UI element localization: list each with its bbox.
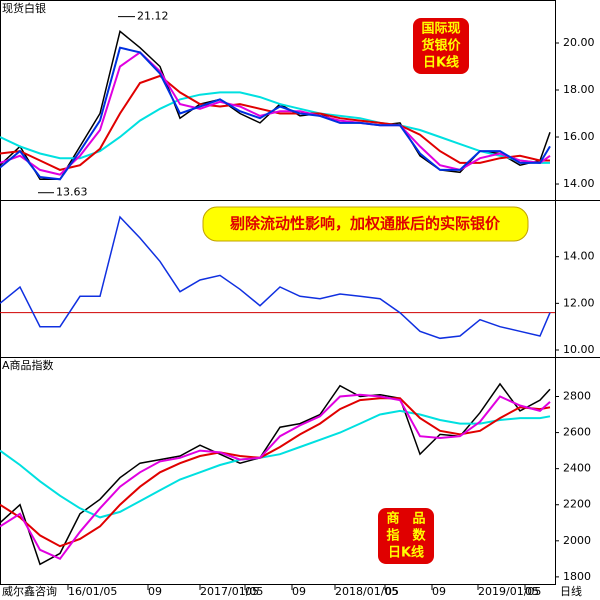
- annotation-text: 剔除流动性影响，加权通胀后的实际银价: [229, 215, 501, 233]
- y-tick-label: 10.00: [563, 343, 595, 356]
- annotation-text: 货银价: [421, 38, 461, 54]
- series-line: [0, 215, 551, 340]
- y-tick-label: 2000: [563, 534, 591, 547]
- frame: [0, 0, 556, 585]
- x-tick-label: 05: [245, 585, 259, 598]
- y-tick-label: 18.00: [563, 83, 595, 96]
- x-tick-label: 09: [432, 585, 446, 598]
- y-tick-label: 14.00: [563, 177, 595, 190]
- series-line: [0, 382, 551, 566]
- x-tick-label: 09: [148, 585, 162, 598]
- x-tick-label: 16/01/05: [68, 585, 117, 598]
- panel-title: A商品指数: [2, 358, 54, 372]
- series-line: [0, 397, 551, 548]
- x-tick-label: 05: [525, 585, 539, 598]
- x-tick-label: 09: [292, 585, 306, 598]
- annotation-text: 日K线: [388, 545, 424, 561]
- source-label: 威尔鑫咨询: [2, 584, 57, 598]
- x-tick-label: 2019/01/05: [478, 585, 541, 598]
- x-tick-label: 05: [385, 585, 399, 598]
- high-label: 21.12: [137, 10, 169, 23]
- panel-title: 现货白银: [2, 1, 46, 15]
- y-tick-label: 2200: [563, 498, 591, 511]
- annotation-text: 日K线: [423, 55, 459, 71]
- y-tick-label: 14.00: [563, 250, 595, 263]
- series-line: [0, 393, 551, 561]
- y-tick-label: 2800: [563, 390, 591, 403]
- y-tick-label: 16.00: [563, 130, 595, 143]
- annotation-text: 指 数: [386, 528, 426, 544]
- annotation-box: [378, 508, 434, 564]
- y-tick-label: 2600: [563, 426, 591, 439]
- annotation-box: [202, 206, 529, 242]
- annotation-text: 国际现: [421, 22, 460, 37]
- series-line: [0, 46, 551, 181]
- y-tick-label: 1800: [563, 570, 591, 583]
- period-label: 日线: [560, 584, 582, 598]
- x-tick-label: 2018/01/05: [335, 585, 398, 598]
- x-tick-label: 2017/01/05: [200, 585, 263, 598]
- y-tick-label: 2400: [563, 462, 591, 475]
- y-tick-label: 20.00: [563, 36, 595, 49]
- y-tick-label: 12.00: [563, 296, 595, 309]
- series-line: [0, 51, 551, 176]
- annotation-box: [413, 18, 469, 74]
- low-label: 13.63: [56, 186, 88, 199]
- series-line: [0, 409, 551, 519]
- annotation-text: 商 品: [386, 511, 425, 527]
